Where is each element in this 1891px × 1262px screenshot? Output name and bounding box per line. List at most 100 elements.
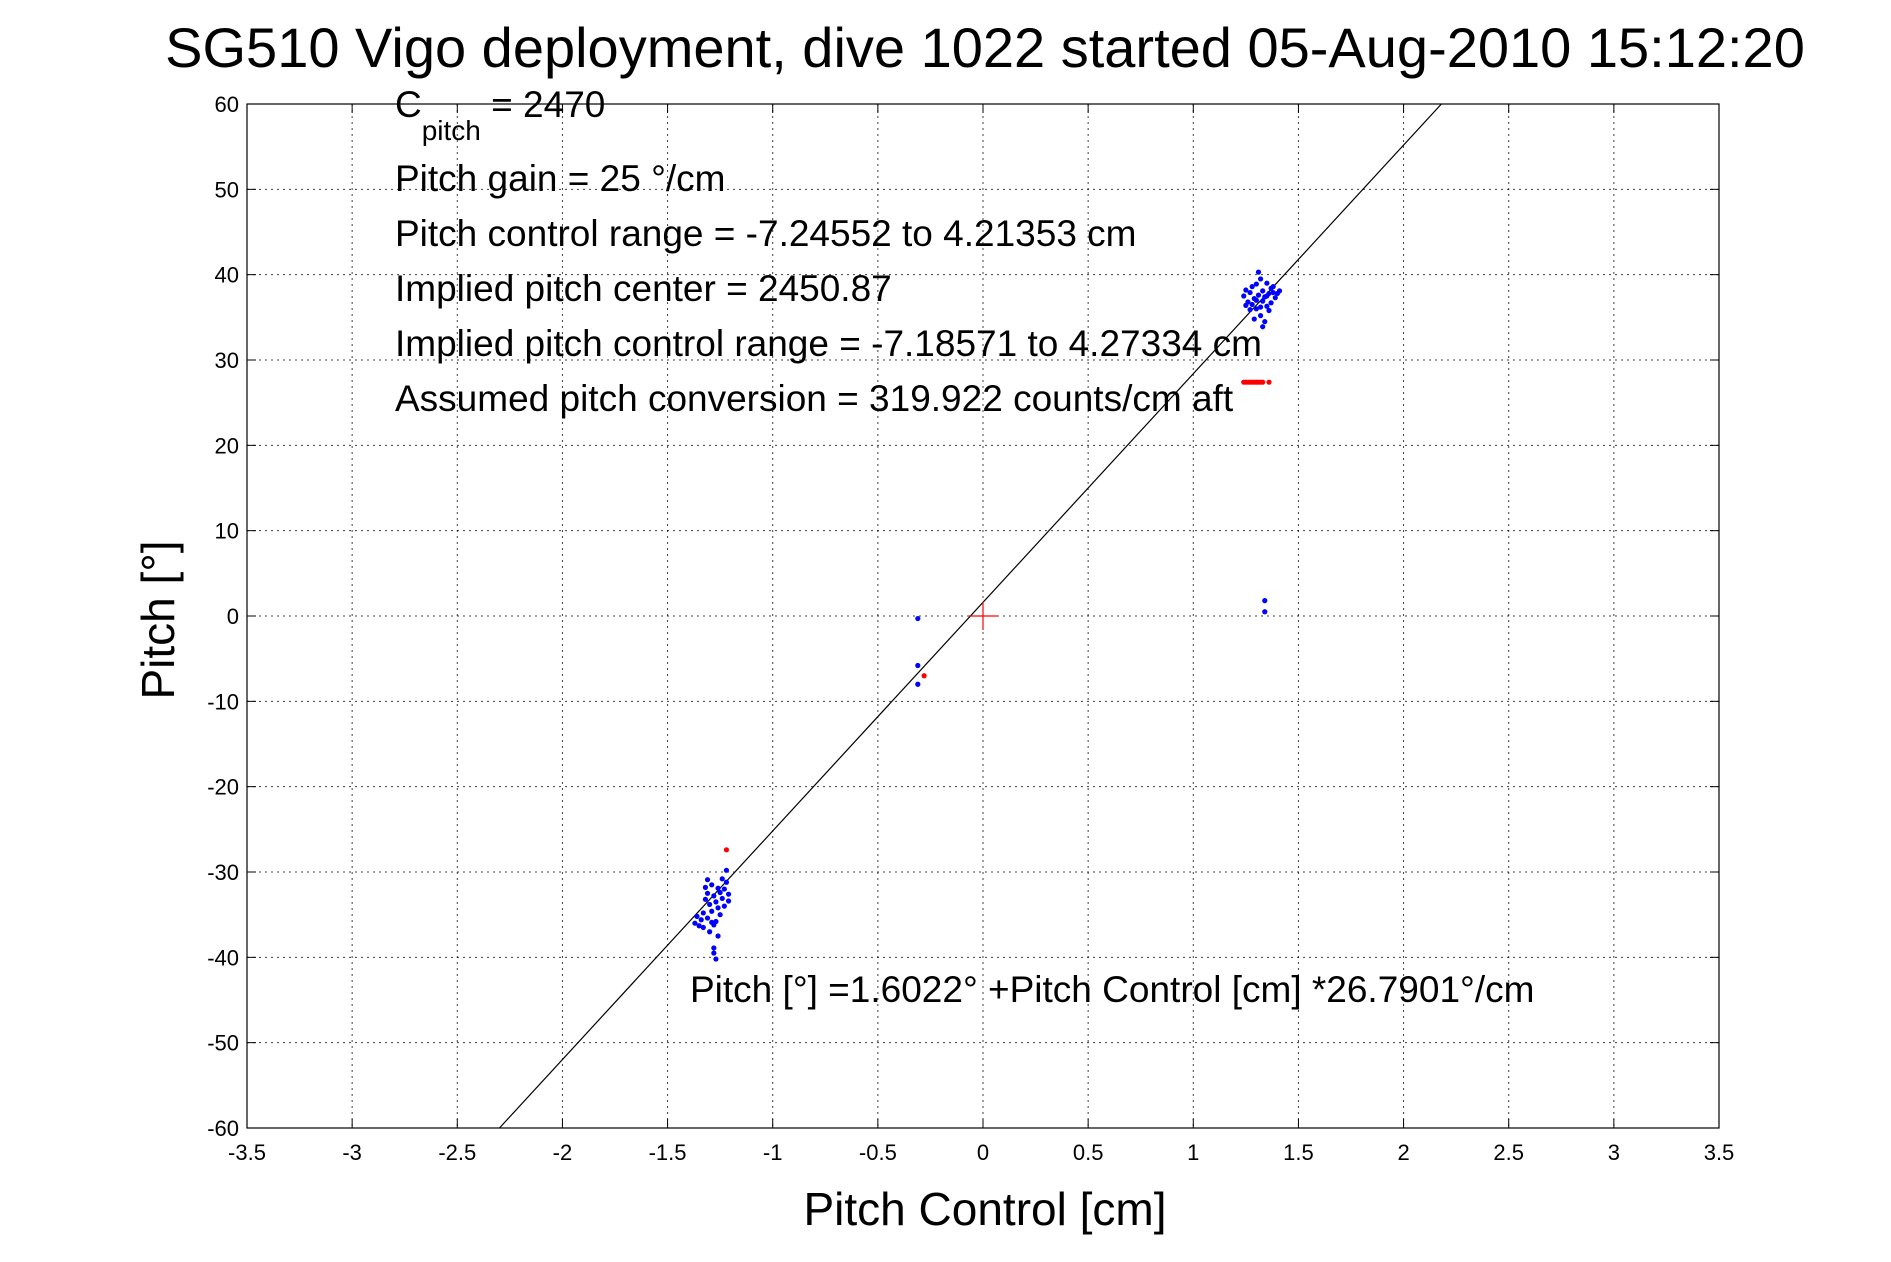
blue-data-point [715,885,721,891]
blue-data-point [1260,288,1266,294]
blue-data-point [702,884,709,890]
blue-data-point [1266,307,1272,314]
blue-data-point [1257,313,1264,319]
y-tick-label: 10 [215,519,239,544]
x-tick-label: -3.5 [228,1140,266,1165]
blue-data-point [713,899,719,905]
x-tick-label: -0.5 [859,1140,897,1165]
red-data-point [921,673,927,679]
conversion-annotation: Assumed pitch conversion = 319.922 count… [395,378,1234,419]
blue-data-point [704,890,711,896]
blue-data-point [700,924,706,931]
y-tick-label: 50 [215,177,239,202]
blue-data-point [1255,269,1262,275]
blue-data-point [1253,306,1259,312]
blue-data-point [696,923,702,929]
y-tick-label: 0 [227,604,239,629]
blue-data-point [715,905,721,911]
y-tick-label: -60 [207,1116,239,1141]
blue-data-point [1255,292,1262,298]
x-tick-label: -1.5 [649,1140,687,1165]
blue-data-point [915,681,921,687]
blue-data-point [1253,297,1259,303]
red-data-point [1260,379,1266,385]
y-tick-label: 20 [215,433,239,458]
blue-data-point [1249,284,1255,290]
x-tick-labels: -3.5 -3 -2.5 -2 -1.5 -1 -0.5 0 0.5 1 1.5 2 2.5 3 3.5 [228,1140,1734,1165]
x-tick-label: 0.5 [1073,1140,1104,1165]
blue-data-point [717,889,723,896]
blue-data-point [694,913,700,919]
chart-title: SG510 Vigo deployment, dive 1022 started… [165,16,1805,79]
blue-data-point [692,920,698,926]
blue-data-point [1247,289,1253,296]
blue-data-point [1262,598,1268,604]
x-tick-label: 2.5 [1493,1140,1524,1165]
blue-data-point [1243,287,1249,293]
blue-data-point [1264,293,1270,299]
red-data-point [723,847,730,853]
blue-data-point [723,879,730,885]
cpitch-base: C [395,84,422,125]
blue-data-point [1262,319,1268,325]
blue-data-point [1276,288,1283,294]
blue-data-point [1264,280,1270,286]
blue-data-point [707,929,713,935]
blue-data-point [1262,609,1268,615]
y-tick-label: -50 [207,1031,239,1056]
blue-data-point [1257,304,1264,310]
blue-data-point [1260,324,1266,330]
center-marker [969,602,997,630]
blue-data-point [1260,298,1266,304]
x-axis-label: Pitch Control [cm] [804,1183,1167,1235]
blue-data-point [707,901,713,908]
blue-data-point [713,918,719,925]
blue-data-point [702,896,709,902]
blue-data-point [725,891,732,897]
y-tick-label: 30 [215,348,239,373]
y-tick-label: -20 [207,775,239,800]
blue-data-point [915,662,921,669]
blue-data-point [725,898,732,904]
plot-frame [246,103,1720,1129]
blue-data-point [1270,284,1276,290]
x-tick-label: -2 [553,1140,573,1165]
blue-data-point [1272,295,1278,301]
y-tick-label: -30 [207,860,239,885]
blue-data-point [709,882,715,888]
blue-data-point [704,915,711,921]
blue-data-point [719,895,725,902]
y-tick-label: 40 [215,263,239,288]
x-tick-label: -2.5 [438,1140,476,1165]
implied-range-annotation: Implied pitch control range = -7.18571 t… [395,323,1262,364]
blue-data-point [711,945,717,951]
blue-data-point [721,886,727,892]
pitch-gain-annotation: Pitch gain = 25 °/cm [395,158,726,199]
x-tick-label: 0 [977,1140,989,1165]
cpitch-subscript: pitch [422,115,481,146]
blue-data-point [1251,316,1257,322]
blue-data-point [709,908,715,914]
grid [247,104,1719,1128]
x-tick-label: -3 [342,1140,362,1165]
control-range-annotation: Pitch control range = -7.24552 to 4.2135… [395,213,1137,254]
blue-data-point [704,877,711,883]
blue-data-point [721,903,727,909]
blue-data-point [1264,303,1270,309]
x-tick-label: 2 [1397,1140,1409,1165]
blue-data-point [1243,302,1249,308]
blue-data-point [1249,301,1255,308]
blue-data-point [715,933,721,939]
blue-data-point [719,876,725,882]
x-tick-label: 3.5 [1704,1140,1735,1165]
blue-data-point [723,867,730,873]
x-tick-label: 1.5 [1283,1140,1314,1165]
x-tick-label: 3 [1608,1140,1620,1165]
y-tick-label: 60 [215,92,239,117]
blue-data-point [1257,276,1264,282]
data-points [692,269,1283,962]
red-data-point [1266,379,1272,385]
y-tick-labels: 60 50 40 30 20 10 0 -10 -20 -30 -40 -50 -60 [207,92,239,1141]
blue-data-point [713,956,719,962]
